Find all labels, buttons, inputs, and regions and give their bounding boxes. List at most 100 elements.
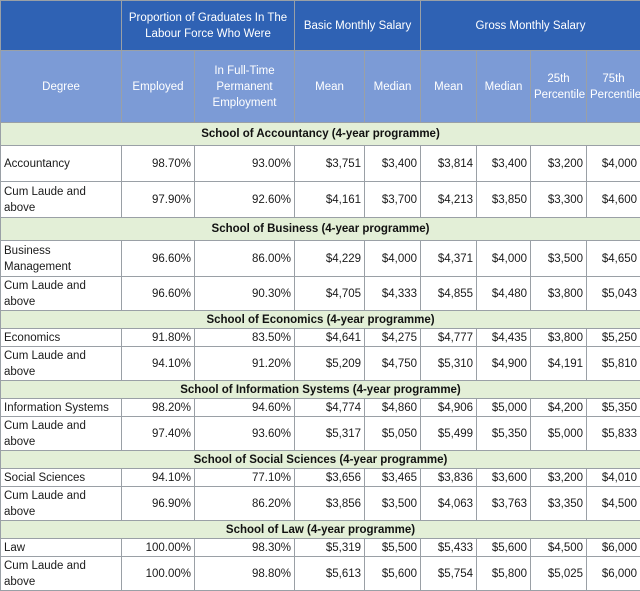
cell-gross-mean: $3,814 [421,146,477,182]
cell-fulltime: 77.10% [195,469,295,487]
section-title: School of Information Systems (4-year pr… [1,381,640,399]
cell-gross-median: $4,435 [477,329,531,347]
cell-fulltime: 93.60% [195,417,295,451]
header-group-row: Proportion of Graduates In The Labour Fo… [1,1,640,51]
cell-gross-median: $4,480 [477,277,531,311]
cell-basic-median: $5,050 [365,417,421,451]
cell-p25: $3,200 [531,469,587,487]
cell-employed: 96.60% [122,241,195,277]
cell-basic-mean: $5,613 [295,557,365,591]
section-row: School of Law (4-year programme) [1,521,640,539]
cell-p75: $5,250 [587,329,640,347]
cell-degree: Law [1,539,122,557]
header-basic-salary: Basic Monthly Salary [295,1,421,51]
cell-p75: $5,810 [587,347,640,381]
cell-degree: Social Sciences [1,469,122,487]
cell-basic-mean: $4,705 [295,277,365,311]
section-row: School of Economics (4-year programme) [1,311,640,329]
header-gross-median: Median [477,51,531,123]
header-column-row: Degree Employed In Full-Time Permanent E… [1,51,640,123]
cell-basic-mean: $3,751 [295,146,365,182]
cell-degree: Economics [1,329,122,347]
cell-p25: $3,800 [531,277,587,311]
cell-gross-mean: $4,371 [421,241,477,277]
cell-gross-median: $5,800 [477,557,531,591]
section-title: School of Law (4-year programme) [1,521,640,539]
header-p75: 75th Percentile [587,51,640,123]
cell-p25: $3,200 [531,146,587,182]
cell-basic-median: $3,400 [365,146,421,182]
cell-gross-median: $3,400 [477,146,531,182]
cell-basic-median: $4,750 [365,347,421,381]
cell-degree: Cum Laude and above [1,557,122,591]
cell-fulltime: 83.50% [195,329,295,347]
header-fulltime: In Full-Time Permanent Employment [195,51,295,123]
cell-basic-median: $4,275 [365,329,421,347]
cell-basic-median: $3,500 [365,487,421,521]
cell-employed: 100.00% [122,557,195,591]
cell-p75: $4,650 [587,241,640,277]
cell-p75: $5,833 [587,417,640,451]
cell-gross-median: $3,600 [477,469,531,487]
cell-p25: $5,025 [531,557,587,591]
cell-basic-median: $4,000 [365,241,421,277]
cell-p25: $4,191 [531,347,587,381]
cell-employed: 98.70% [122,146,195,182]
cell-fulltime: 91.20% [195,347,295,381]
section-row: School of Information Systems (4-year pr… [1,381,640,399]
cell-basic-mean: $3,656 [295,469,365,487]
header-basic-mean: Mean [295,51,365,123]
section-title: School of Business (4-year programme) [1,218,640,241]
cell-basic-median: $5,600 [365,557,421,591]
cell-p75: $4,600 [587,182,640,218]
cell-basic-mean: $5,317 [295,417,365,451]
header-proportion: Proportion of Graduates In The Labour Fo… [122,1,295,51]
section-row: School of Social Sciences (4-year progra… [1,451,640,469]
section-row: School of Business (4-year programme) [1,218,640,241]
section-title: School of Economics (4-year programme) [1,311,640,329]
cell-p75: $5,043 [587,277,640,311]
header-gross-salary: Gross Monthly Salary [421,1,640,51]
cell-p25: $4,200 [531,399,587,417]
cell-basic-mean: $5,209 [295,347,365,381]
cell-basic-median: $5,500 [365,539,421,557]
section-title: School of Accountancy (4-year programme) [1,123,640,146]
cell-employed: 91.80% [122,329,195,347]
cell-gross-mean: $4,213 [421,182,477,218]
cell-gross-mean: $4,855 [421,277,477,311]
cell-fulltime: 98.30% [195,539,295,557]
cell-gross-median: $4,900 [477,347,531,381]
cell-fulltime: 86.20% [195,487,295,521]
header-blank [1,1,122,51]
cell-gross-median: $4,000 [477,241,531,277]
cell-degree: Business Management [1,241,122,277]
cell-gross-median: $5,350 [477,417,531,451]
cell-basic-median: $3,700 [365,182,421,218]
header-employed: Employed [122,51,195,123]
cell-p75: $5,350 [587,399,640,417]
cell-gross-mean: $4,777 [421,329,477,347]
cell-gross-median: $5,000 [477,399,531,417]
cell-degree: Information Systems [1,399,122,417]
cell-gross-mean: $5,754 [421,557,477,591]
cell-gross-mean: $5,499 [421,417,477,451]
cell-degree: Cum Laude and above [1,182,122,218]
cell-p25: $3,350 [531,487,587,521]
cell-basic-mean: $4,229 [295,241,365,277]
header-gross-mean: Mean [421,51,477,123]
cell-gross-median: $3,763 [477,487,531,521]
cell-p75: $6,000 [587,539,640,557]
cell-gross-mean: $4,906 [421,399,477,417]
cell-basic-mean: $4,774 [295,399,365,417]
cell-fulltime: 94.60% [195,399,295,417]
cell-employed: 97.40% [122,417,195,451]
cell-fulltime: 86.00% [195,241,295,277]
